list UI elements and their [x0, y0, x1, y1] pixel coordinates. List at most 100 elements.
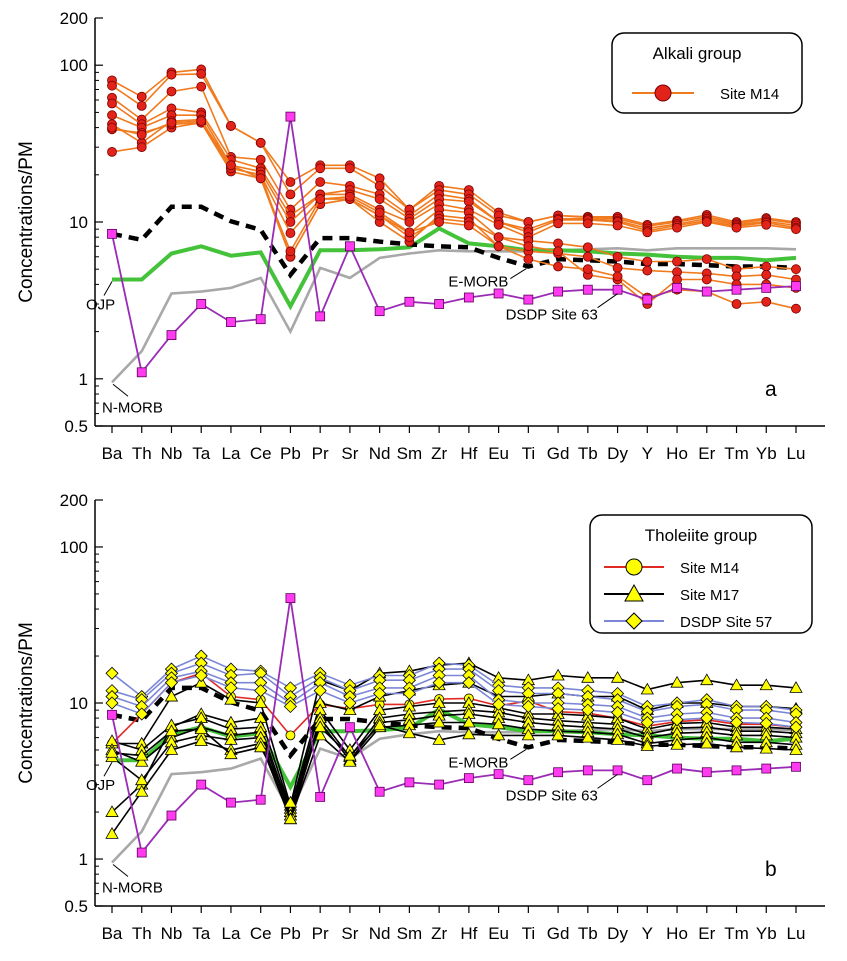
x-tick-label-sm: Sm [397, 924, 423, 943]
data-point [521, 728, 536, 741]
data-point [166, 117, 177, 128]
legend-swatch-marker [624, 583, 644, 602]
data-point [642, 256, 653, 267]
series-line [111, 85, 797, 231]
data-point [761, 261, 772, 272]
data-point [285, 217, 296, 227]
nmorb-annotation: N-MORB [102, 399, 163, 416]
data-point [107, 110, 117, 121]
data-point [761, 269, 772, 280]
data-point [493, 232, 504, 243]
data-point [226, 160, 236, 171]
series-line [111, 73, 797, 228]
dsdp63-point [463, 292, 474, 303]
data-point [224, 747, 238, 760]
data-point [135, 784, 149, 797]
x-tick-label-gd: Gd [547, 924, 570, 943]
x-tick-label-nb: Nb [161, 444, 183, 463]
dsdp63-point [493, 769, 504, 780]
emorb-annotation: E-MORB [448, 274, 508, 291]
dsdp63-point [345, 722, 355, 733]
data-point [404, 227, 415, 238]
dsdp63-line [111, 597, 797, 855]
data-point [372, 718, 387, 731]
data-point [731, 299, 742, 309]
data-point [285, 730, 296, 741]
dsdp63-point [672, 282, 682, 293]
data-point [700, 673, 714, 686]
data-point [224, 692, 238, 705]
data-point [672, 274, 682, 285]
x-tick-label-tm: Tm [724, 924, 749, 943]
dsdp63-point [196, 779, 207, 790]
data-point [432, 676, 446, 690]
legend-entry-dsdp-site-57: DSDP Site 57 [680, 614, 772, 631]
legend-swatch-marker [625, 558, 643, 576]
data-point [729, 715, 744, 730]
data-point [670, 675, 684, 688]
y-tick-label: 100 [60, 56, 88, 75]
series-line [111, 121, 797, 306]
data-point [642, 227, 653, 238]
data-point [553, 246, 563, 257]
data-point [791, 264, 801, 275]
data-point [254, 740, 268, 753]
dsdp63-point [374, 306, 385, 317]
dsdp63-point [493, 288, 504, 299]
ojp-annotation: OJP [86, 777, 115, 794]
dsdp63-point [374, 786, 385, 797]
data-point [164, 724, 179, 737]
x-tick-label-tb: Tb [578, 924, 598, 943]
panel-letter: b [765, 858, 777, 881]
dsdp63-point [136, 367, 147, 378]
data-point [194, 734, 208, 746]
data-point [462, 715, 476, 728]
data-point [343, 754, 357, 767]
data-point [640, 739, 654, 751]
x-tick-label-eu: Eu [488, 924, 509, 943]
x-tick-label-ho: Ho [666, 444, 688, 463]
data-point [107, 98, 117, 109]
data-point [374, 194, 385, 204]
data-point [759, 716, 773, 730]
data-point [791, 303, 801, 314]
dsdp63-point [701, 286, 712, 297]
series-7 [105, 718, 803, 808]
x-tick-label-ce: Ce [250, 444, 272, 463]
dsdp63-point [553, 286, 563, 297]
legend-swatch-marker [654, 84, 672, 102]
series-line [111, 709, 797, 819]
dsdp63-point [196, 299, 207, 309]
data-point [789, 681, 803, 693]
nmorb-leader [112, 864, 129, 877]
data-point [729, 678, 744, 691]
dsdp63-point [434, 299, 445, 309]
data-point [105, 745, 119, 758]
x-tick-label-ba: Ba [102, 444, 123, 463]
data-point [315, 163, 326, 174]
data-point [642, 265, 653, 276]
data-point [402, 686, 416, 701]
dsdp63-point [642, 775, 653, 786]
data-point [789, 743, 803, 755]
data-point [581, 671, 595, 683]
y-tick-label: 200 [60, 491, 88, 510]
nmorb-line [111, 727, 797, 864]
data-point [107, 122, 117, 133]
data-point [226, 121, 236, 131]
dsdp63-point [523, 775, 534, 786]
data-point [640, 715, 654, 730]
dsdp63-point [136, 847, 147, 858]
data-point [612, 251, 623, 262]
dsdp63-point [255, 794, 266, 805]
dsdp63-point [345, 241, 355, 252]
x-tick-label-er: Er [698, 924, 715, 943]
nmorb-line [111, 246, 797, 384]
data-point [255, 137, 266, 148]
data-point [701, 217, 712, 227]
data-point [670, 737, 684, 750]
legend-entry-site-m17: Site M17 [680, 587, 739, 604]
data-point [701, 274, 712, 285]
y-tick-label: 200 [60, 9, 88, 28]
data-point [670, 713, 684, 727]
